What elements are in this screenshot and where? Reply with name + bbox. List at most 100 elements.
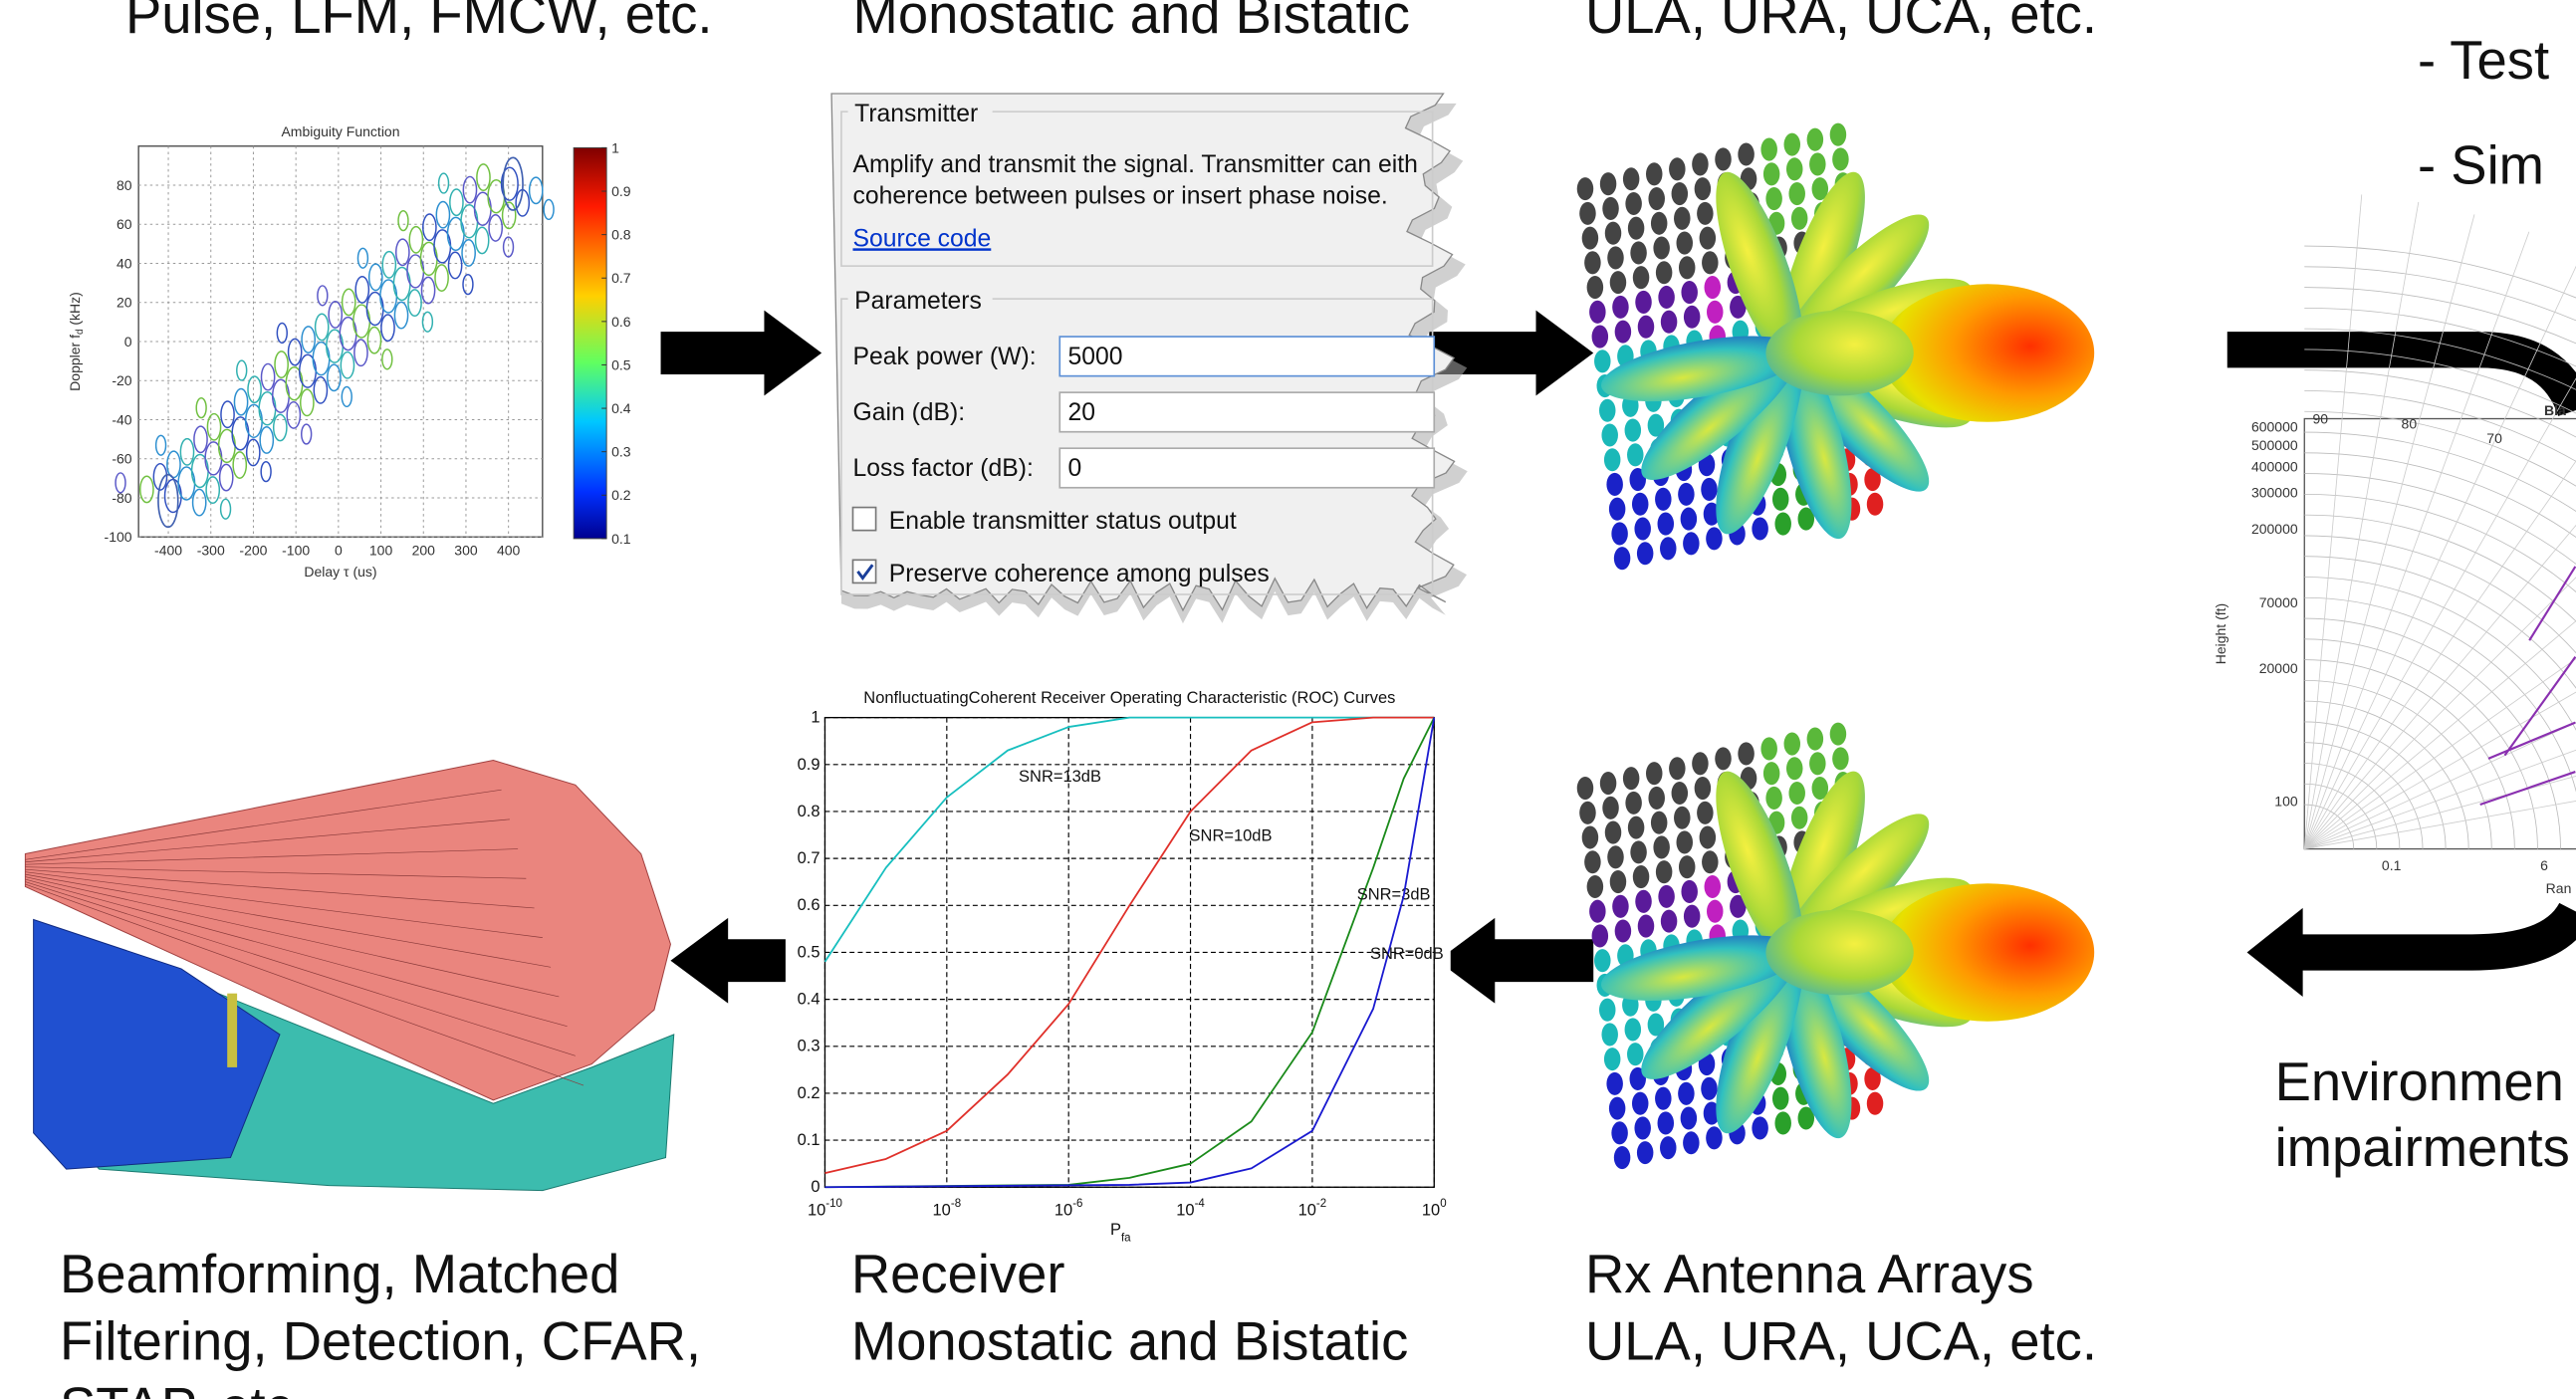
text-input[interactable]	[1058, 391, 1436, 433]
contour	[447, 251, 463, 280]
range-arc	[2304, 473, 2576, 566]
range-arc	[2304, 596, 2576, 794]
array-element	[1790, 206, 1808, 230]
array-element	[1829, 722, 1847, 746]
contour	[462, 273, 474, 296]
range-arc	[2304, 638, 2538, 849]
field-value: 20	[1068, 399, 1096, 426]
array-element	[1630, 241, 1647, 265]
array-element	[1760, 737, 1777, 761]
array-element	[1702, 251, 1719, 275]
contour	[435, 200, 451, 229]
y-tick-label: 0.5	[798, 943, 820, 961]
array-element	[1678, 482, 1695, 506]
colorbar-label: 0.8	[611, 227, 631, 243]
contour	[500, 166, 519, 201]
description: coherence between pulses or insert phase…	[852, 182, 1387, 209]
main-lobe	[1880, 284, 2095, 422]
range-arc	[2304, 287, 2576, 345]
array-element	[1630, 840, 1647, 864]
array-element	[1809, 752, 1826, 776]
stage-label: STAP, etc.	[60, 1376, 308, 1399]
group-box	[840, 298, 1434, 595]
x-tick-label: 10-4	[1176, 1198, 1205, 1219]
cone-line	[25, 873, 552, 968]
x-tick-label: 200	[412, 542, 436, 558]
angle-label: 80	[2402, 415, 2418, 431]
array-element	[1601, 1023, 1618, 1047]
array-element	[1797, 1106, 1815, 1130]
array-element	[1576, 177, 1594, 201]
array-element	[1655, 1086, 1672, 1110]
x-tick-label: 300	[454, 542, 478, 558]
range-arc	[2304, 577, 2576, 731]
text-input[interactable]	[1058, 336, 1436, 377]
contour	[220, 400, 235, 429]
y-tick-label: 200000	[2251, 521, 2298, 537]
array-element	[1645, 162, 1663, 186]
checkbox[interactable]	[851, 506, 877, 532]
array-element	[1707, 899, 1724, 923]
x-tick-label: -400	[154, 542, 182, 558]
y-tick-label: 300000	[2251, 485, 2298, 501]
contour	[152, 462, 168, 491]
array-element	[1634, 517, 1651, 541]
contour	[286, 400, 302, 429]
array-element	[1632, 266, 1650, 290]
contour	[233, 387, 249, 416]
array-element	[1603, 1048, 1621, 1071]
array-element	[1760, 137, 1777, 161]
contour	[193, 425, 208, 454]
y-tick-label: 0.8	[798, 803, 820, 820]
angle-line	[2303, 231, 2530, 849]
link[interactable]: Source code	[852, 225, 991, 252]
main-lobe	[1880, 883, 2095, 1022]
angle-line	[2303, 460, 2576, 849]
roc-curve	[824, 716, 1435, 1175]
text-input[interactable]	[1058, 447, 1436, 489]
contour	[462, 175, 478, 204]
colorbar-label: 0.6	[611, 314, 631, 330]
beam-lobe	[1765, 909, 1914, 996]
label-sub: fa	[1121, 1233, 1131, 1245]
x-tick-label: 10-8	[933, 1198, 962, 1219]
stage-label: ULA, URA, UCA, etc.	[1585, 1310, 2097, 1371]
contour	[218, 463, 234, 492]
array-element	[1671, 781, 1689, 806]
array-element	[1637, 914, 1655, 938]
y-axis-label: Doppler fd (kHz)	[67, 292, 86, 391]
array-element	[1715, 747, 1732, 771]
colorbar-label: 0.5	[611, 356, 631, 372]
label-part: Doppler f	[67, 335, 83, 391]
beam-cone	[24, 760, 671, 1101]
array-element	[1703, 502, 1721, 526]
contour	[287, 338, 303, 366]
y-tick-label: 0.7	[798, 849, 820, 867]
contour	[354, 275, 370, 304]
array-element	[1602, 196, 1619, 220]
x-tick-label: 10-6	[1054, 1198, 1083, 1219]
contour	[437, 172, 450, 194]
y-tick-label: -40	[112, 411, 131, 427]
array-element	[1752, 1116, 1768, 1140]
array-element	[1692, 152, 1709, 176]
array-element	[1658, 285, 1675, 310]
antenna-array	[1576, 122, 2095, 571]
cone-line	[25, 848, 519, 865]
array-element	[1581, 825, 1599, 849]
checkbox[interactable]	[851, 559, 877, 584]
array-element	[1624, 1018, 1642, 1042]
array-element	[1785, 757, 1803, 781]
array-element	[1790, 806, 1808, 829]
contour	[543, 198, 555, 221]
range-arc	[2304, 721, 2447, 849]
array-element	[1806, 727, 1824, 751]
array-element	[1864, 467, 1881, 492]
x-tick-label: 0.1	[2382, 857, 2402, 873]
array-element	[1622, 767, 1640, 791]
bullet-text: - Sim	[2418, 135, 2544, 196]
array-element	[1658, 884, 1675, 908]
array-element	[1622, 167, 1640, 191]
array-element	[1584, 850, 1601, 874]
label-sub: d	[75, 330, 86, 336]
